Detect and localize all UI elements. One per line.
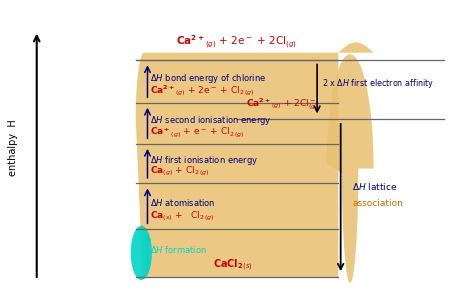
Text: $\mathbf{CaCl_2}_{(s)}$: $\mathbf{CaCl_2}_{(s)}$ bbox=[213, 258, 253, 273]
Text: $\mathbf{Ca}_{(s)}$ +   Cl$_{2\,(g)}$: $\mathbf{Ca}_{(s)}$ + Cl$_{2\,(g)}$ bbox=[150, 210, 214, 223]
Text: 2 x $\Delta H$ first electron affinity: 2 x $\Delta H$ first electron affinity bbox=[322, 77, 434, 90]
Text: $\mathbf{Ca^{2+}}_{(g)}$ + 2Cl$^-_{(g)}$: $\mathbf{Ca^{2+}}_{(g)}$ + 2Cl$^-_{(g)}$ bbox=[246, 96, 319, 112]
Text: $\Delta H$ formation: $\Delta H$ formation bbox=[150, 244, 207, 255]
Polygon shape bbox=[327, 54, 374, 283]
Text: $\mathbf{Ca}_{(g)}$ + Cl$_{2\,(g)}$: $\mathbf{Ca}_{(g)}$ + Cl$_{2\,(g)}$ bbox=[150, 165, 210, 178]
Text: $\Delta H$ atomisation: $\Delta H$ atomisation bbox=[150, 197, 215, 208]
Polygon shape bbox=[338, 42, 374, 53]
Text: $\mathbf{Ca^{2+}}_{(g)}$ + 2e$^-$ + Cl$_{2\,(g)}$: $\mathbf{Ca^{2+}}_{(g)}$ + 2e$^-$ + Cl$_… bbox=[150, 83, 255, 98]
Text: $\mathbf{Ca^{2+}}_{(g)}$ + 2e$^-$ + 2Cl$_{(g)}$: $\mathbf{Ca^{2+}}_{(g)}$ + 2e$^-$ + 2Cl$… bbox=[176, 34, 298, 51]
Ellipse shape bbox=[131, 226, 152, 280]
Polygon shape bbox=[136, 53, 338, 277]
Text: association: association bbox=[353, 199, 403, 208]
Text: $\Delta H$ lattice: $\Delta H$ lattice bbox=[353, 181, 398, 192]
Text: $\Delta H$ first ionisation energy: $\Delta H$ first ionisation energy bbox=[150, 154, 258, 167]
Text: $\Delta H$ bond energy of chlorine: $\Delta H$ bond energy of chlorine bbox=[150, 72, 266, 85]
Text: enthalpy  H: enthalpy H bbox=[8, 120, 18, 176]
Text: $\Delta H$ second ionisation energy: $\Delta H$ second ionisation energy bbox=[150, 114, 272, 127]
Text: $\mathbf{Ca^+}_{(g)}$ + e$^-$ + Cl$_{2\,(g)}$: $\mathbf{Ca^+}_{(g)}$ + e$^-$ + Cl$_{2\,… bbox=[150, 125, 244, 139]
